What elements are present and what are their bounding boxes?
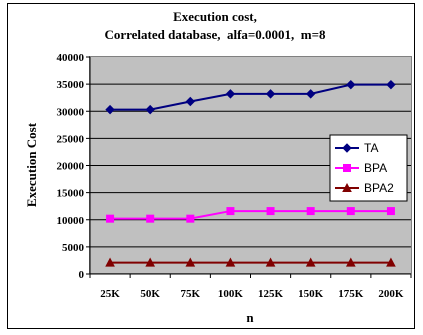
legend-marker xyxy=(342,182,352,192)
legend-marker xyxy=(343,164,351,172)
legend-entry: BPA2 xyxy=(335,181,394,195)
y-tick-label: 35000 xyxy=(57,79,85,91)
data-point xyxy=(386,257,396,267)
x-axis-label: n xyxy=(246,310,254,325)
data-point xyxy=(106,214,115,223)
series-line xyxy=(110,83,391,111)
data-point xyxy=(346,207,355,216)
series-line xyxy=(110,210,391,220)
x-tick-label: 25K xyxy=(100,288,120,300)
data-point xyxy=(345,257,356,267)
data-point xyxy=(386,79,396,90)
y-tick-label: 30000 xyxy=(57,106,85,118)
data-point xyxy=(146,214,155,223)
data-point xyxy=(145,104,155,115)
data-point xyxy=(265,89,276,99)
data-point xyxy=(185,257,196,267)
y-tick-label: 25000 xyxy=(57,133,85,145)
data-point xyxy=(105,104,115,115)
y-axis-ticks: 0 5000 10000 15000 20000 25000 30000 35000 40000 xyxy=(57,52,90,281)
series-ta xyxy=(105,79,396,115)
series-bpa2 xyxy=(105,257,396,267)
data-point xyxy=(105,257,115,267)
legend-marker xyxy=(342,143,352,153)
data-point xyxy=(305,89,316,99)
legend-label: BPA2 xyxy=(364,181,394,195)
data-point xyxy=(346,79,356,90)
x-tick-label: 50K xyxy=(140,288,160,300)
data-point xyxy=(145,257,156,267)
series-layer xyxy=(105,79,396,267)
x-tick-label: 100K xyxy=(218,288,244,300)
y-tick-label: 40000 xyxy=(57,52,85,64)
x-axis-ticks: 25K 50K 75K 100K 125K 150K 175K 200K xyxy=(89,274,412,300)
data-point xyxy=(305,257,316,267)
data-point xyxy=(266,207,275,216)
chart-title: Execution cost, xyxy=(173,9,257,24)
series-bpa xyxy=(106,207,395,223)
x-tick-label: 125K xyxy=(258,288,284,300)
y-tick-label: 20000 xyxy=(57,161,85,173)
x-tick-label: 75K xyxy=(181,288,201,300)
y-tick-label: 15000 xyxy=(57,188,85,200)
y-axis-label: Execution Cost xyxy=(24,122,39,207)
y-tick-label: 0 xyxy=(79,269,85,281)
y-tick-label: 10000 xyxy=(57,215,85,227)
legend-entry: BPA xyxy=(335,161,387,175)
chart-subtitle: Correlated database, alfa=0.0001, m=8 xyxy=(104,27,326,42)
data-point xyxy=(186,214,195,223)
data-point xyxy=(225,257,236,267)
data-point xyxy=(226,207,235,216)
legend-label: BPA xyxy=(364,161,387,175)
legend-label: TA xyxy=(364,141,378,155)
legend-entry: TA xyxy=(335,141,378,155)
x-tick-label: 175K xyxy=(338,288,364,300)
y-tick-label: 5000 xyxy=(62,242,85,254)
legend: TA BPA BPA2 xyxy=(329,134,408,202)
data-point xyxy=(306,207,315,216)
data-point xyxy=(386,207,395,216)
data-point xyxy=(265,257,276,267)
data-point xyxy=(185,96,196,107)
x-tick-label: 200K xyxy=(378,288,404,300)
x-tick-label: 150K xyxy=(298,288,324,300)
data-point xyxy=(225,89,236,99)
